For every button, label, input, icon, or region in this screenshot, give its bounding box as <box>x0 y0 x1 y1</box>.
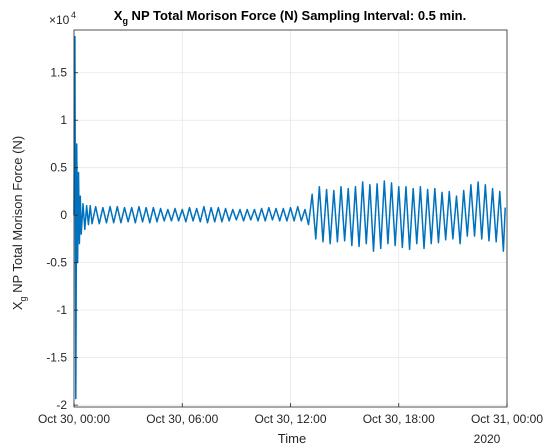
x-tick-label: Oct 31, 00:00 <box>471 412 543 426</box>
y-tick-label: -1.5 <box>46 351 67 365</box>
y-tick-label: 1 <box>60 113 67 127</box>
svg-text:4: 4 <box>71 10 76 20</box>
x-axis-ticks: Oct 30, 00:00 Oct 30, 06:00 Oct 30, 12:00 O… <box>38 403 543 426</box>
y-tick-label: 1.5 <box>50 66 67 80</box>
chart-title: Xg NP Total Morison Force (N) Sampling I… <box>114 8 466 26</box>
x-tick-label: Oct 30, 06:00 <box>146 412 218 426</box>
x-axis-label: Time <box>278 431 306 446</box>
plot-area <box>73 35 506 400</box>
y-tick-label: -2 <box>56 398 67 412</box>
x-tick-label: Oct 30, 00:00 <box>38 412 110 426</box>
x-axis-year-label: 2020 <box>474 432 501 446</box>
y-axis-ticks: -2 -1.5 -1 -0.5 0 0.5 1 1.5 <box>46 66 78 412</box>
grid-lines <box>73 30 508 407</box>
y-tick-label: -0.5 <box>46 256 67 270</box>
y-tick-label: 0.5 <box>50 161 67 175</box>
y-tick-label: 0 <box>60 208 67 222</box>
x-tick-label: Oct 30, 12:00 <box>254 412 326 426</box>
svg-text:×10: ×10 <box>49 13 70 27</box>
y-axis-exponent: ×10 4 <box>49 10 76 27</box>
series-line <box>73 35 506 400</box>
y-tick-label: -1 <box>56 303 67 317</box>
x-tick-label: Oct 30, 18:00 <box>363 412 435 426</box>
y-axis-label: Xg NP Total Morison Force (N) <box>10 136 28 310</box>
